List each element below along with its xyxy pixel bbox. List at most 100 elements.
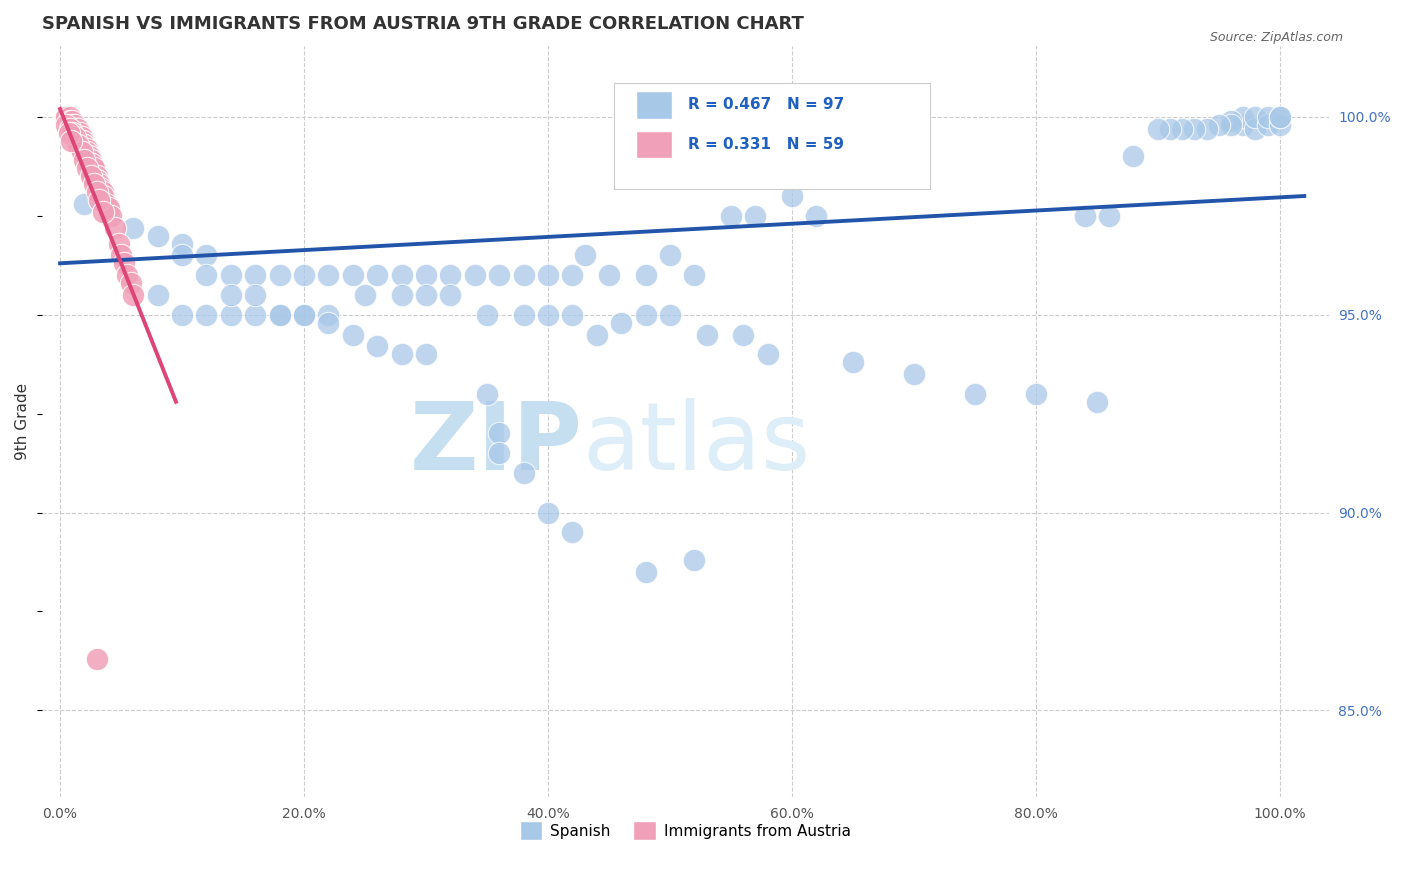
- Point: [70, 134, 93, 148]
- Point: [104, 220, 127, 235]
- Point: [561, 268, 583, 282]
- Point: [107, 236, 129, 251]
- Point: [318, 268, 340, 282]
- Point: [96, 197, 118, 211]
- Point: [219, 308, 242, 322]
- Point: [659, 248, 682, 262]
- Point: [63, 118, 86, 132]
- Point: [292, 308, 315, 322]
- Point: [122, 220, 145, 235]
- Point: [110, 248, 132, 262]
- Point: [415, 268, 437, 282]
- Point: [60, 118, 83, 132]
- Point: [391, 288, 413, 302]
- Point: [1268, 110, 1291, 124]
- Point: [172, 308, 194, 322]
- Point: [1085, 394, 1108, 409]
- Point: [512, 308, 534, 322]
- Point: [76, 142, 98, 156]
- FancyBboxPatch shape: [614, 83, 929, 188]
- Point: [146, 228, 169, 243]
- Point: [342, 327, 364, 342]
- Point: [59, 121, 82, 136]
- Point: [561, 308, 583, 322]
- Point: [1195, 121, 1218, 136]
- Point: [537, 308, 560, 322]
- Point: [63, 129, 86, 144]
- Point: [1147, 121, 1170, 136]
- Point: [83, 177, 105, 191]
- Point: [537, 268, 560, 282]
- Point: [219, 288, 242, 302]
- FancyBboxPatch shape: [637, 91, 672, 119]
- Point: [70, 145, 93, 160]
- Point: [60, 126, 83, 140]
- Point: [172, 236, 194, 251]
- Point: [67, 121, 90, 136]
- Point: [391, 347, 413, 361]
- Point: [415, 288, 437, 302]
- Point: [80, 157, 103, 171]
- Point: [342, 268, 364, 282]
- Point: [318, 316, 340, 330]
- Point: [79, 169, 101, 184]
- Point: [91, 189, 114, 203]
- Text: R = 0.331   N = 59: R = 0.331 N = 59: [688, 137, 844, 153]
- Text: SPANISH VS IMMIGRANTS FROM AUSTRIA 9TH GRADE CORRELATION CHART: SPANISH VS IMMIGRANTS FROM AUSTRIA 9TH G…: [42, 15, 804, 33]
- Text: R = 0.467   N = 97: R = 0.467 N = 97: [688, 97, 844, 112]
- Point: [1184, 121, 1206, 136]
- Point: [439, 268, 461, 282]
- Point: [610, 316, 633, 330]
- Point: [195, 248, 218, 262]
- Point: [67, 126, 90, 140]
- Point: [60, 134, 83, 148]
- Point: [1220, 113, 1243, 128]
- Point: [86, 185, 108, 199]
- Point: [318, 308, 340, 322]
- Point: [70, 129, 93, 144]
- Point: [1025, 387, 1047, 401]
- Point: [634, 308, 657, 322]
- Point: [89, 193, 111, 207]
- Point: [512, 466, 534, 480]
- Point: [585, 327, 607, 342]
- Point: [97, 201, 120, 215]
- Point: [1232, 110, 1254, 124]
- Text: atlas: atlas: [582, 398, 810, 490]
- Point: [67, 137, 90, 152]
- Point: [488, 446, 510, 460]
- Point: [1257, 118, 1279, 132]
- Point: [69, 126, 91, 140]
- Point: [115, 268, 138, 282]
- Point: [245, 308, 267, 322]
- Point: [561, 525, 583, 540]
- Point: [76, 161, 98, 176]
- Point: [1098, 209, 1121, 223]
- Point: [69, 129, 91, 144]
- Point: [475, 308, 498, 322]
- Point: [76, 145, 98, 160]
- Point: [86, 169, 108, 184]
- Point: [1268, 118, 1291, 132]
- Point: [733, 327, 755, 342]
- Text: ZIP: ZIP: [409, 398, 582, 490]
- Point: [83, 161, 105, 176]
- Point: [1171, 121, 1194, 136]
- Point: [73, 137, 96, 152]
- Point: [1159, 121, 1181, 136]
- Point: [86, 652, 108, 666]
- Point: [60, 113, 83, 128]
- Point: [537, 506, 560, 520]
- Point: [1122, 149, 1144, 163]
- Point: [146, 288, 169, 302]
- Point: [269, 268, 291, 282]
- Point: [415, 347, 437, 361]
- Point: [245, 288, 267, 302]
- Point: [1220, 118, 1243, 132]
- Point: [172, 248, 194, 262]
- Point: [292, 268, 315, 282]
- Point: [269, 308, 291, 322]
- Point: [79, 149, 101, 163]
- Point: [75, 142, 97, 156]
- Point: [756, 347, 779, 361]
